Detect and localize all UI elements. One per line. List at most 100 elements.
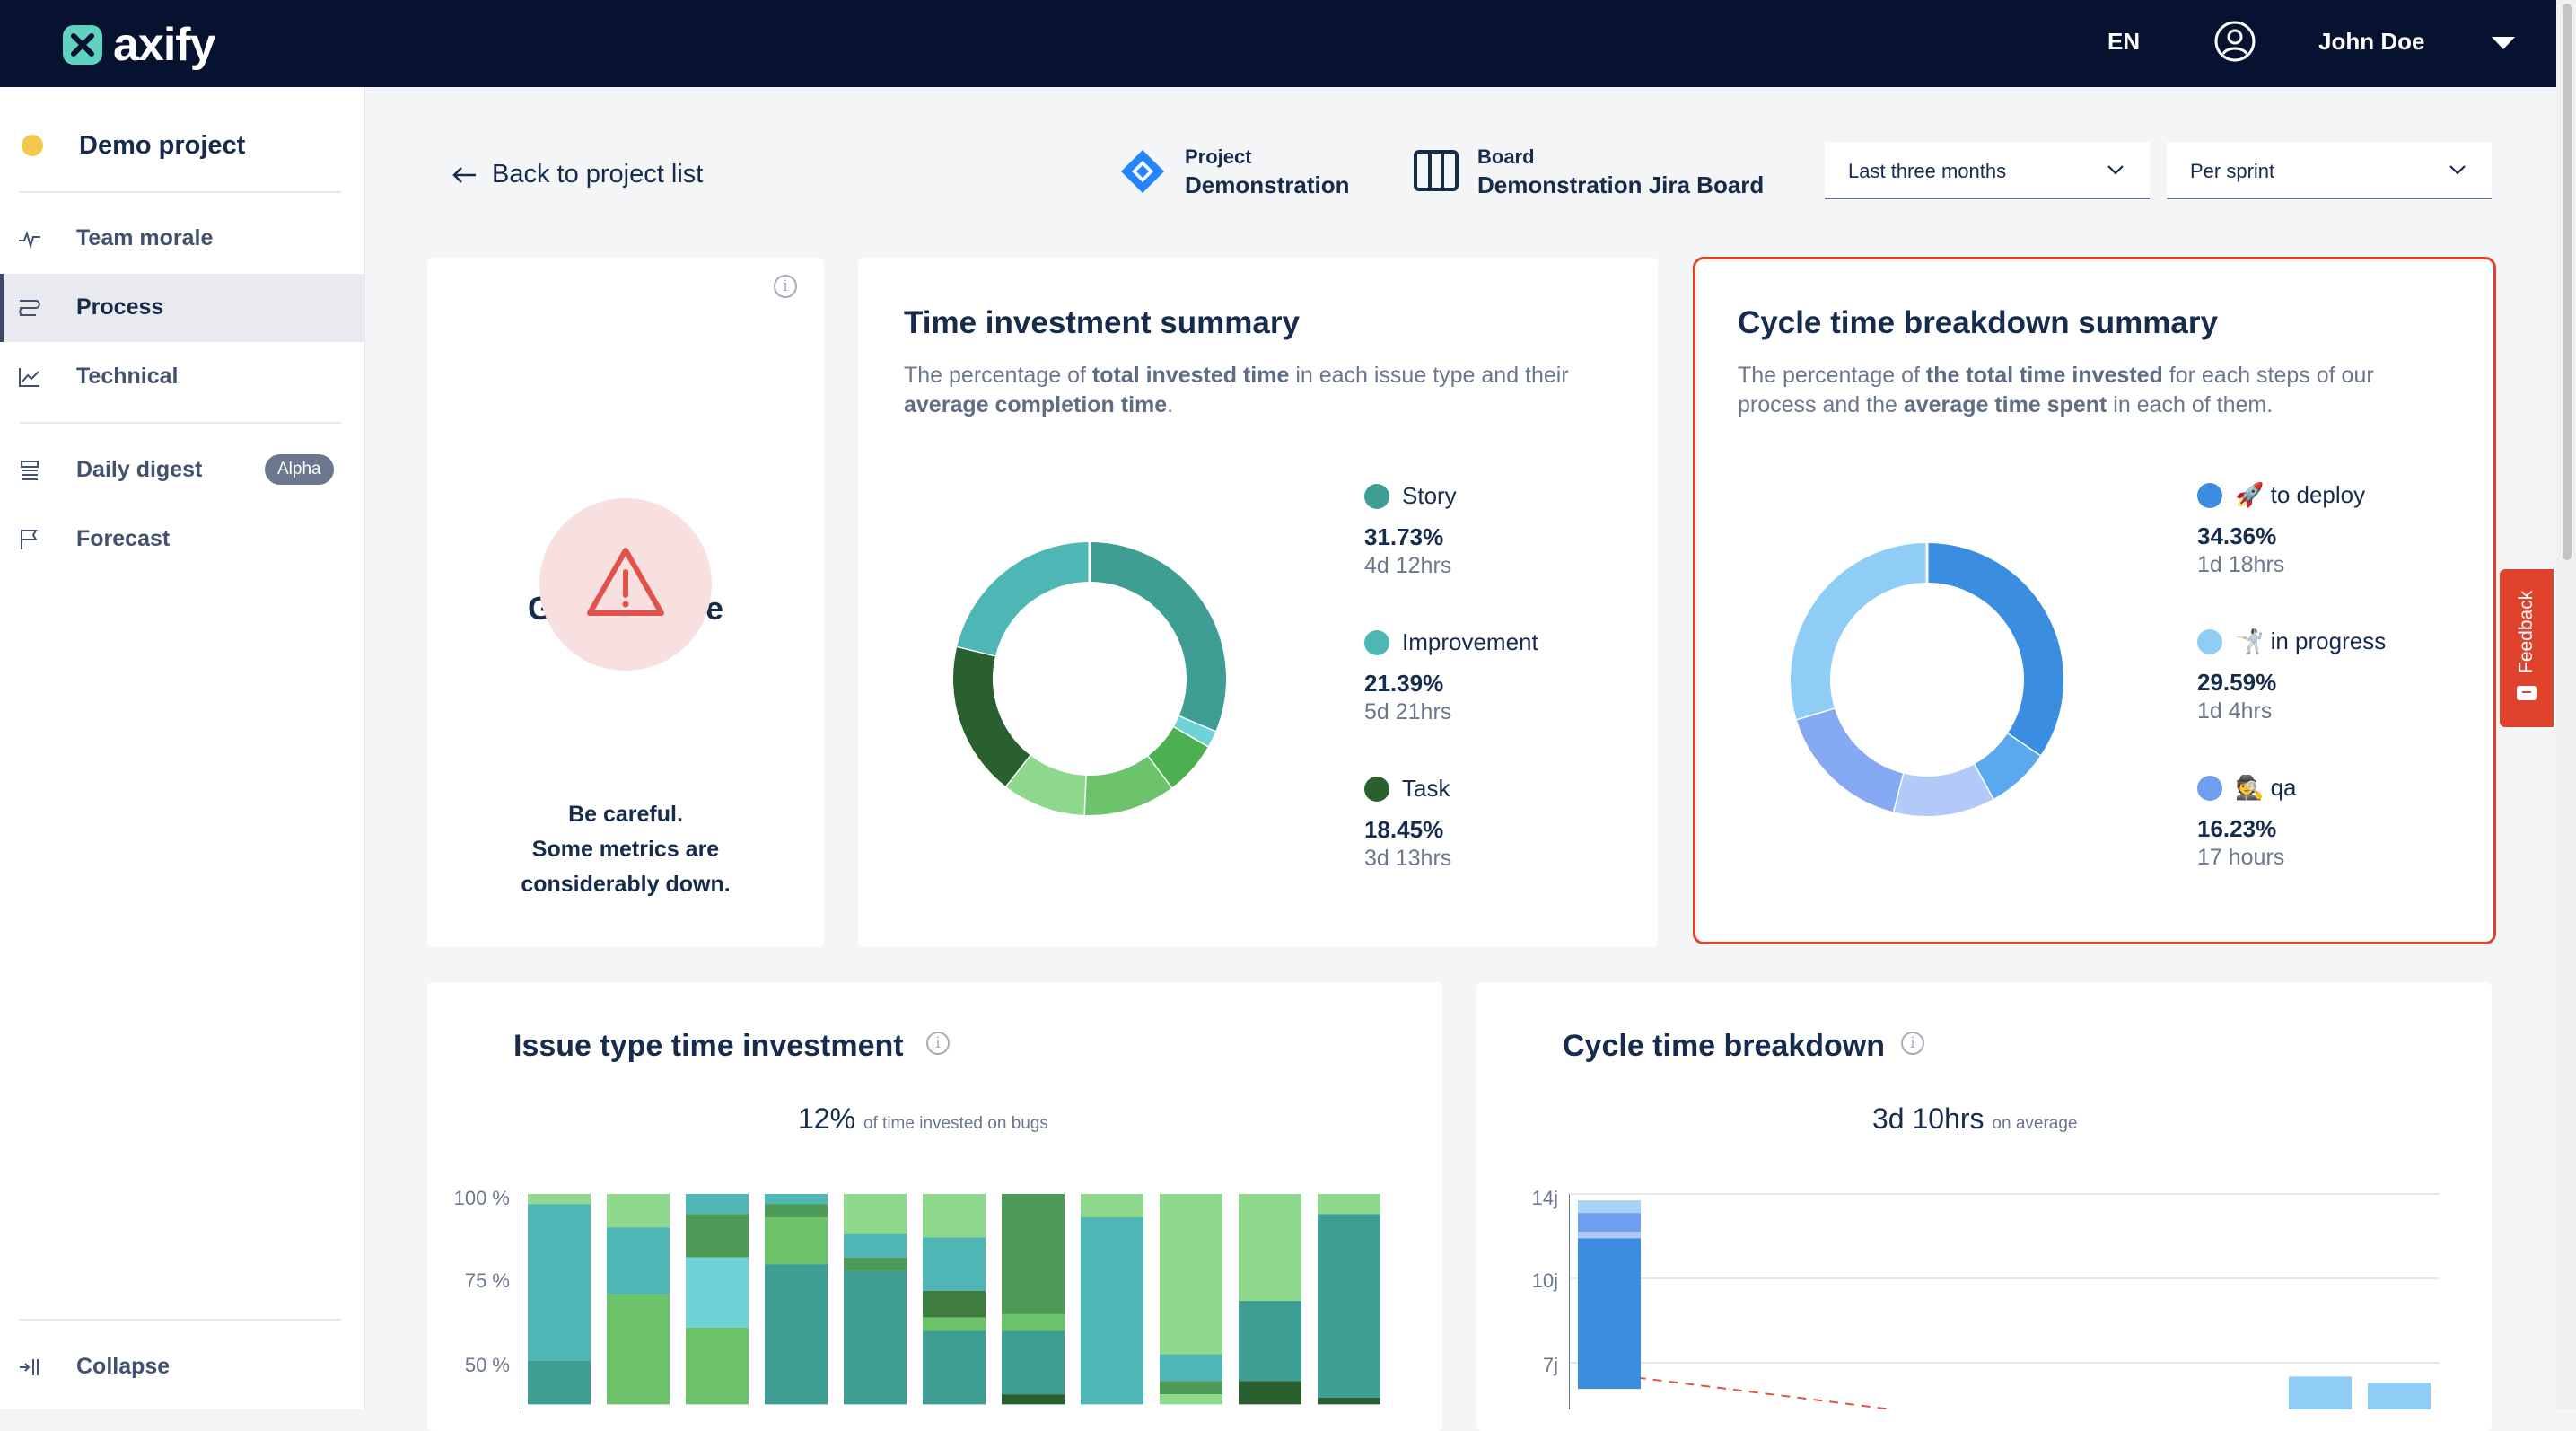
bar-segment[interactable]: [765, 1264, 828, 1405]
donut-slice[interactable]: [1147, 726, 1208, 788]
user-name[interactable]: John Doe: [2318, 28, 2425, 55]
bar-segment[interactable]: [1318, 1214, 1380, 1398]
warning-badge: [539, 498, 712, 671]
donut-slice[interactable]: [1089, 542, 1226, 733]
sidebar-item-daily-digest[interactable]: Daily digest Alpha: [0, 436, 364, 505]
bar-segment[interactable]: [923, 1317, 986, 1331]
bar-segment[interactable]: [1160, 1354, 1222, 1382]
bar-segment[interactable]: [1160, 1194, 1222, 1355]
donut-slice[interactable]: [1005, 754, 1087, 815]
board-value: Demonstration Jira Board: [1477, 171, 1765, 198]
bar-segment[interactable]: [1318, 1194, 1380, 1215]
feedback-tab[interactable]: [2500, 569, 2554, 727]
bar-segment[interactable]: [1578, 1232, 1641, 1239]
bar-segment[interactable]: [528, 1204, 591, 1361]
chevron-down-icon: [2449, 165, 2466, 175]
donut-slice[interactable]: [1173, 716, 1215, 748]
legend-percentage: 18.45%: [1364, 816, 1444, 843]
donut-slice[interactable]: [1083, 756, 1171, 815]
donut-slice[interactable]: [1796, 707, 1904, 812]
cycle-time-bar-chart: [1569, 1193, 2440, 1409]
desc-text: for each steps of our: [2162, 363, 2374, 388]
bar-segment[interactable]: [686, 1257, 749, 1328]
bar-segment[interactable]: [1160, 1394, 1222, 1405]
info-icon[interactable]: i: [926, 1032, 950, 1055]
cycle-breakdown-title: Cycle time breakdown: [1563, 1029, 1886, 1063]
bar-segment[interactable]: [686, 1194, 749, 1215]
language-selector[interactable]: EN: [2107, 28, 2141, 55]
bar-segment[interactable]: [923, 1330, 986, 1405]
sidebar-item-team-morale[interactable]: Team morale: [0, 205, 364, 273]
bar-segment[interactable]: [844, 1233, 907, 1258]
bar-segment[interactable]: [923, 1194, 986, 1238]
bar-segment[interactable]: [765, 1217, 828, 1265]
period-select[interactable]: Last three months: [1825, 142, 2150, 199]
bar-segment[interactable]: [686, 1214, 749, 1258]
bar-segment[interactable]: [1002, 1194, 1065, 1314]
donut-slice[interactable]: [957, 542, 1091, 656]
feedback-chat-icon: [2517, 686, 2537, 700]
info-icon[interactable]: i: [774, 275, 797, 298]
bar-segment[interactable]: [528, 1194, 591, 1205]
bar-segment[interactable]: [1160, 1381, 1222, 1395]
bar-segment[interactable]: [686, 1327, 749, 1405]
time-investment-description: The percentage of total invested time in…: [904, 361, 1622, 420]
scrollbar-thumb[interactable]: [2563, 4, 2572, 560]
back-to-project-list-link[interactable]: Back to project list: [451, 160, 703, 189]
donut-slice[interactable]: [1791, 543, 1928, 720]
donut-slice[interactable]: [953, 645, 1030, 786]
bar-segment[interactable]: [528, 1361, 591, 1405]
bar-segment[interactable]: [1578, 1200, 1641, 1214]
granularity-select[interactable]: Per sprint: [2167, 142, 2492, 199]
bar-segment[interactable]: [1002, 1313, 1065, 1331]
project-status-dot: [22, 135, 43, 156]
user-menu-caret-icon[interactable]: [2490, 34, 2517, 52]
bar-segment[interactable]: [844, 1257, 907, 1271]
legend-color-dot: [1364, 630, 1389, 655]
info-icon[interactable]: i: [1901, 1032, 1924, 1055]
bar-segment[interactable]: [844, 1194, 907, 1234]
sidebar-item-process[interactable]: Process: [0, 274, 364, 342]
bugs-percentage: 12%: [798, 1102, 856, 1135]
bar-segment[interactable]: [1318, 1397, 1380, 1405]
project-name[interactable]: Demo project: [79, 131, 246, 160]
desc-text: .: [1167, 392, 1174, 417]
legend-percentage: 34.36%: [2197, 522, 2277, 549]
bar-segment[interactable]: [844, 1270, 907, 1405]
bar-segment[interactable]: [1239, 1194, 1301, 1302]
bar-segment[interactable]: [607, 1194, 670, 1228]
desc-text: in each issue type and their: [1289, 363, 1569, 388]
bar-segment[interactable]: [1578, 1238, 1641, 1390]
bar-segment[interactable]: [1081, 1217, 1143, 1405]
feedback-label[interactable]: Feedback: [2516, 590, 2537, 673]
bar-segment[interactable]: [607, 1227, 670, 1295]
bar-segment[interactable]: [1578, 1213, 1641, 1233]
bar-segment[interactable]: [1002, 1394, 1065, 1405]
sidebar-item-technical[interactable]: Technical: [0, 343, 364, 411]
bar-segment[interactable]: [1002, 1330, 1065, 1395]
average-trend-line: [1604, 1373, 1893, 1409]
bar-segment[interactable]: [765, 1204, 828, 1218]
donut-slice[interactable]: [1892, 764, 1993, 816]
bar-segment[interactable]: [923, 1237, 986, 1291]
bar-segment[interactable]: [607, 1294, 670, 1405]
y-tick-label: 100 %: [453, 1187, 510, 1209]
bar-segment[interactable]: [1239, 1301, 1301, 1382]
bugs-caption: of time invested on bugs: [863, 1114, 1048, 1133]
donut-slice[interactable]: [1973, 733, 2040, 800]
bar-segment[interactable]: [2368, 1383, 2431, 1409]
axify-logo[interactable]: axify: [61, 18, 216, 72]
user-avatar-icon[interactable]: [2213, 20, 2256, 63]
cycle-summary-title: Cycle time breakdown summary: [1738, 305, 2218, 340]
legend-percentage: 16.23%: [2197, 815, 2277, 842]
bar-segment[interactable]: [1081, 1194, 1143, 1218]
bar-segment[interactable]: [2289, 1376, 2352, 1409]
donut-slice[interactable]: [1926, 543, 2063, 757]
bar-segment[interactable]: [923, 1290, 986, 1318]
bar-segment[interactable]: [1239, 1381, 1301, 1405]
sidebar-item-forecast[interactable]: Forecast: [0, 505, 364, 574]
legend-color-dot: [2197, 776, 2222, 801]
collapse-button[interactable]: Collapse: [0, 1333, 364, 1401]
bar-segment[interactable]: [765, 1194, 828, 1205]
granularity-select-value: Per sprint: [2190, 160, 2275, 182]
